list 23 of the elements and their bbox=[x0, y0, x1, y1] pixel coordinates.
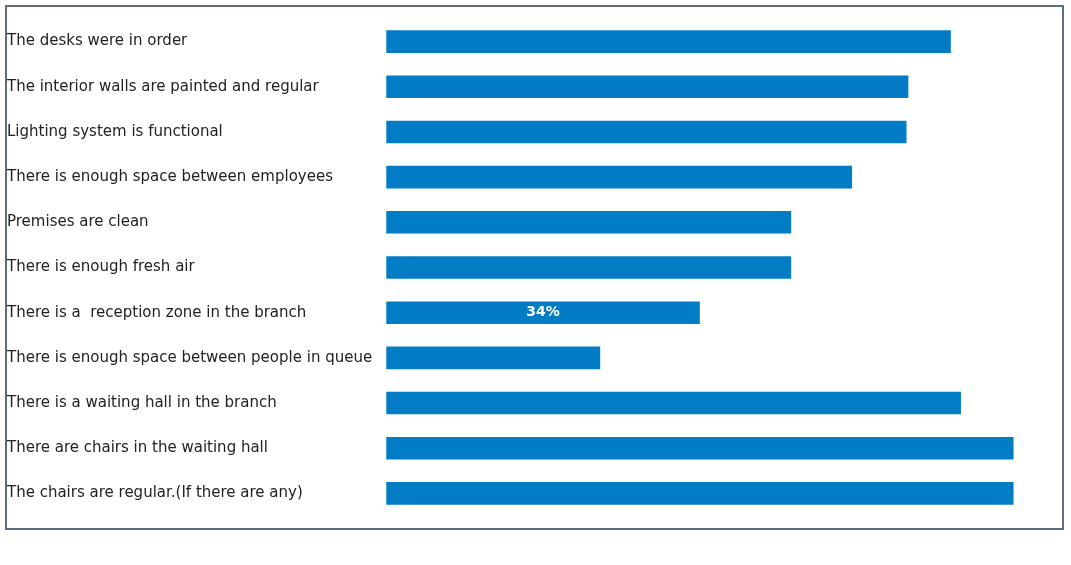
bar bbox=[386, 301, 700, 324]
y-tick-label: There is a waiting hall in the branch bbox=[6, 392, 277, 411]
y-tick-label: There is enough fresh air bbox=[6, 257, 196, 276]
bar bbox=[386, 120, 907, 144]
bar bbox=[386, 391, 961, 415]
y-tick-label: The chairs are regular.(If there are any) bbox=[6, 483, 303, 502]
bar bbox=[386, 256, 792, 279]
y-tick-label: There are chairs in the waiting hall bbox=[6, 438, 268, 457]
y-tick-label: Lighting system is functional bbox=[7, 121, 223, 140]
bar bbox=[386, 482, 1014, 505]
y-tick-label: There is a reception zone in the branch bbox=[6, 302, 307, 321]
y-tick-label: The interior walls are painted and regular bbox=[6, 76, 320, 95]
y-tick-label: There is enough space between employees bbox=[6, 167, 334, 186]
bar bbox=[386, 436, 1014, 460]
bar bbox=[386, 30, 951, 53]
bar bbox=[386, 211, 792, 234]
y-tick-label: Premises are clean bbox=[7, 212, 149, 231]
y-tick-label: There is enough space between people in queue bbox=[6, 347, 373, 366]
bar bbox=[386, 346, 601, 370]
y-tick-label: The desks were in order bbox=[6, 31, 189, 50]
bar bbox=[386, 75, 909, 99]
bar bbox=[386, 165, 853, 189]
data-label: 34% bbox=[526, 303, 560, 320]
